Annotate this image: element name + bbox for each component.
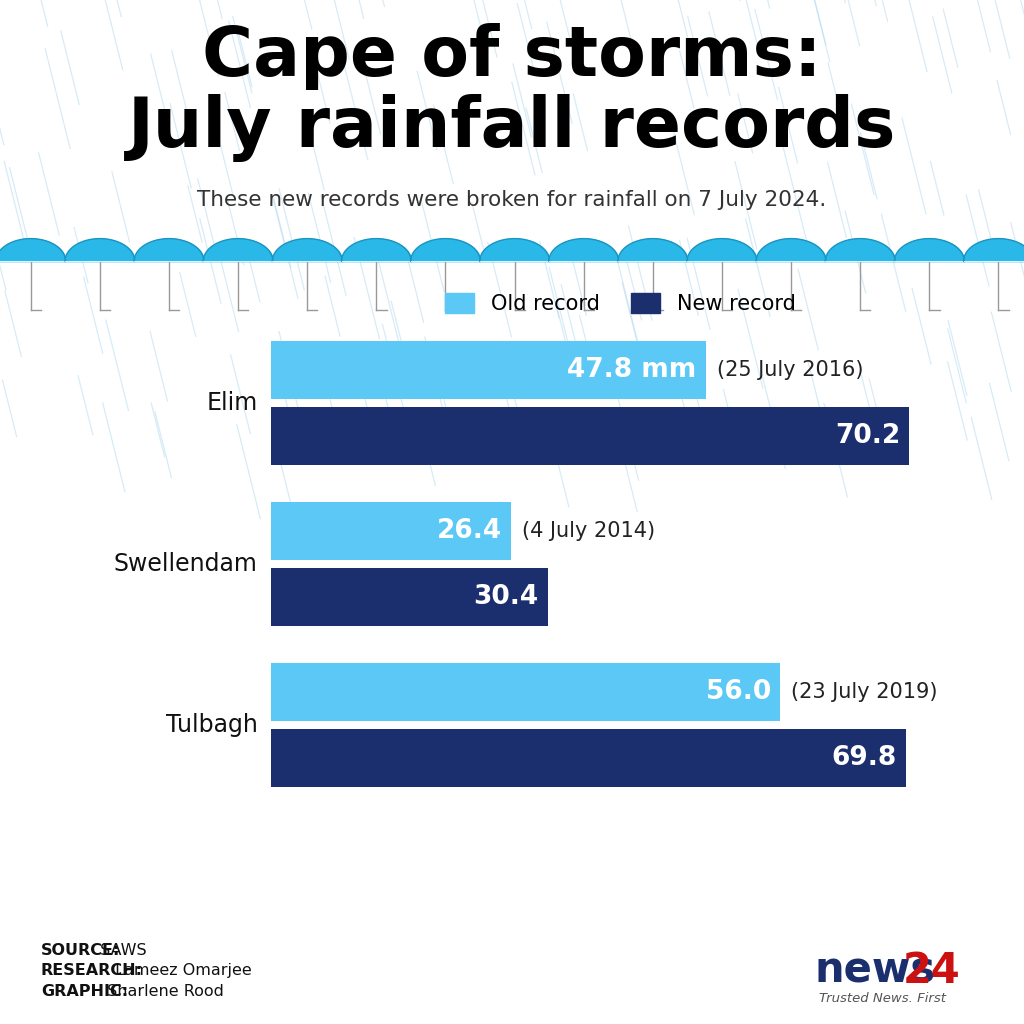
Text: 24: 24 xyxy=(903,949,961,992)
Text: 69.8: 69.8 xyxy=(831,744,897,771)
Text: These new records were broken for rainfall on 7 July 2024.: These new records were broken for rainfa… xyxy=(198,189,826,210)
Text: Cape of storms:: Cape of storms: xyxy=(202,23,822,90)
Text: (23 July 2019): (23 July 2019) xyxy=(792,682,938,702)
Bar xyxy=(271,663,780,721)
Text: SAWS: SAWS xyxy=(94,943,146,957)
Text: (4 July 2014): (4 July 2014) xyxy=(522,521,655,541)
Text: July rainfall records: July rainfall records xyxy=(128,94,896,162)
Text: 56.0: 56.0 xyxy=(706,679,771,706)
Text: Swellendam: Swellendam xyxy=(114,552,258,577)
Bar xyxy=(271,407,909,465)
Bar xyxy=(271,567,548,626)
Text: 26.4: 26.4 xyxy=(437,518,502,544)
Text: GRAPHIC:: GRAPHIC: xyxy=(41,984,128,998)
Text: 30.4: 30.4 xyxy=(473,584,539,610)
Text: Tulbagh: Tulbagh xyxy=(166,713,258,737)
Text: Lameez Omarjee: Lameez Omarjee xyxy=(111,964,252,978)
Text: Elim: Elim xyxy=(207,391,258,415)
Text: news: news xyxy=(814,949,935,992)
Text: RESEARCH:: RESEARCH: xyxy=(41,964,143,978)
Text: (25 July 2016): (25 July 2016) xyxy=(717,360,863,380)
Legend: Old record, New record: Old record, New record xyxy=(445,293,796,314)
Text: Sharlene Rood: Sharlene Rood xyxy=(102,984,224,998)
Text: Trusted News. First: Trusted News. First xyxy=(819,992,946,1005)
Text: 70.2: 70.2 xyxy=(835,423,900,449)
Bar xyxy=(271,502,511,560)
Text: SOURCE:: SOURCE: xyxy=(41,943,121,957)
Bar xyxy=(271,341,706,399)
Text: 47.8 mm: 47.8 mm xyxy=(567,357,696,383)
Bar xyxy=(271,729,905,787)
